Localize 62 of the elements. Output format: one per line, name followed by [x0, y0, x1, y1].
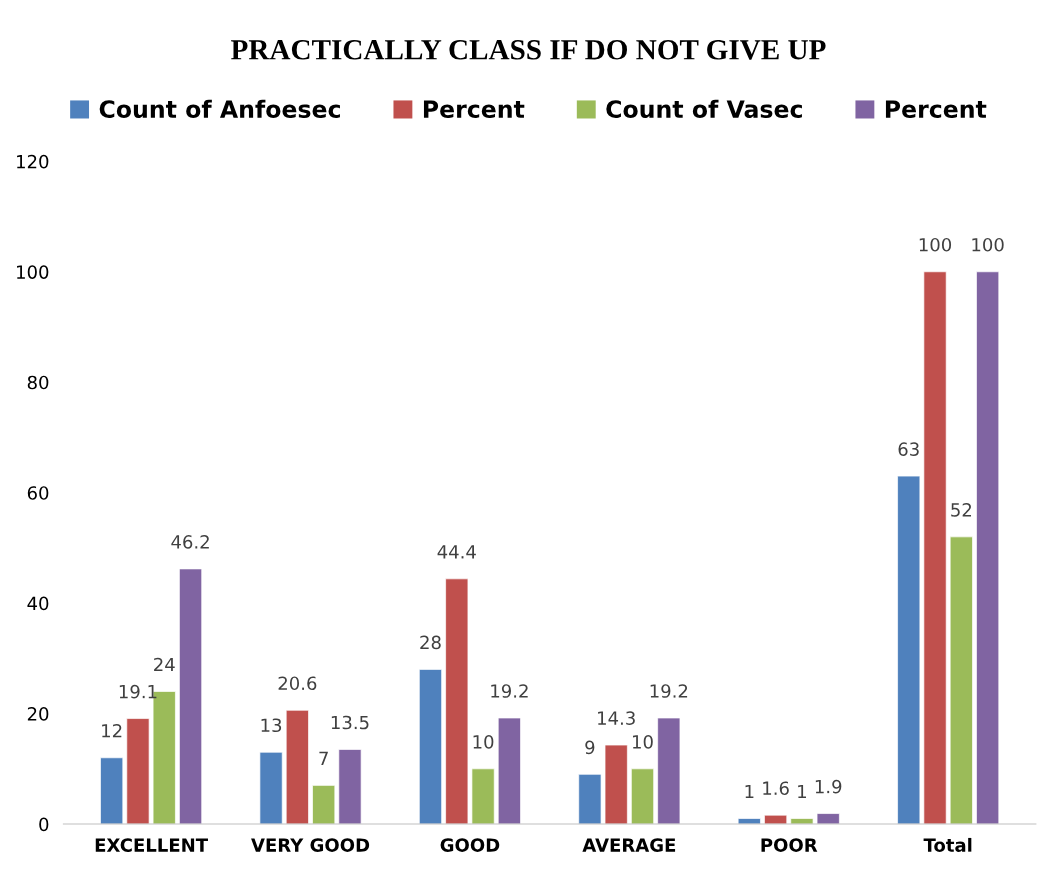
bar — [630, 768, 655, 825]
data-label: 13 — [261, 718, 282, 733]
x-tick-label: POOR — [761, 838, 818, 852]
data-label: 19.2 — [491, 684, 528, 698]
bar — [657, 717, 681, 825]
bar — [100, 757, 124, 825]
bar — [471, 768, 495, 825]
bar — [923, 271, 947, 825]
x-tick-label: EXCELLENT — [95, 838, 208, 852]
bar — [816, 813, 840, 825]
data-label: 100 — [972, 237, 1004, 252]
bar — [497, 717, 521, 825]
data-label: 20.6 — [278, 676, 317, 691]
bar — [976, 271, 1000, 825]
data-label: 1.6 — [763, 781, 789, 796]
bar — [418, 669, 442, 825]
data-label: 44.4 — [437, 545, 476, 559]
bar — [338, 749, 362, 825]
data-label: 19.2 — [650, 684, 688, 698]
data-label: 7 — [319, 751, 328, 765]
data-label: 24 — [154, 657, 175, 672]
x-tick-label: GOOD — [440, 838, 500, 852]
y-tick-label: 40 — [27, 596, 49, 611]
data-label: 1 — [798, 784, 806, 799]
y-tick-label: 120 — [17, 154, 49, 169]
data-label: 63 — [898, 442, 919, 456]
data-label: 46.2 — [171, 535, 209, 549]
data-label: 10 — [633, 734, 653, 749]
bar — [604, 744, 628, 825]
legend-label: Count of Vasec — [606, 99, 802, 119]
bar — [126, 718, 150, 825]
data-label: 10 — [473, 734, 494, 749]
bar — [445, 578, 469, 825]
bar — [179, 568, 203, 825]
data-label: 12 — [102, 723, 122, 738]
chart-title: PRACTICALLY CLASS IF DO NOT GIVE UP — [231, 40, 826, 60]
x-tick-label: VERY GOOD — [251, 838, 370, 852]
y-tick-label: 80 — [27, 375, 49, 390]
x-tick-label: AVERAGE — [582, 838, 676, 852]
bar — [578, 773, 602, 825]
y-tick-label: 60 — [27, 486, 49, 500]
bar — [897, 475, 921, 825]
bar — [312, 785, 336, 825]
data-label: 14.3 — [598, 711, 635, 725]
data-label: 19.1 — [119, 684, 157, 699]
y-tick-label: 100 — [17, 265, 49, 279]
data-label: 28 — [420, 635, 441, 650]
data-label: 13.5 — [331, 715, 369, 730]
legend-label: Percent — [423, 100, 525, 119]
data-label: 1.9 — [815, 779, 842, 794]
data-label: 9 — [585, 740, 595, 755]
x-tick-label: Total — [923, 837, 972, 852]
data-label: 52 — [951, 503, 972, 517]
y-tick-label: 20 — [27, 707, 49, 721]
y-tick-label: 0 — [39, 817, 49, 832]
legend-label: Count of Anfoesec — [99, 99, 340, 119]
data-label: 100 — [919, 237, 952, 252]
bar — [285, 709, 309, 825]
bar — [949, 536, 973, 825]
bar — [259, 751, 283, 825]
data-label: 1 — [745, 784, 754, 799]
legend-label: Percent — [885, 100, 987, 119]
